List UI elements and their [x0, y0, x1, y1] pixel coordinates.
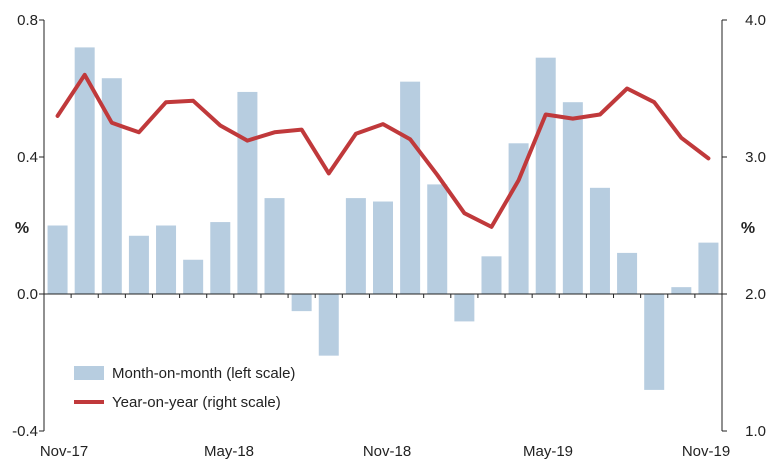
bar-jul-19 — [589, 187, 610, 294]
bar-jun-19 — [562, 102, 583, 294]
right-tick-2.0: 2.0 — [745, 286, 766, 303]
bars-layer — [47, 47, 719, 390]
bar-feb-19 — [454, 294, 475, 322]
legend-swatch-month-on-month — [74, 366, 104, 380]
right-tick-3.0: 3.0 — [745, 149, 766, 166]
bar-may-18 — [210, 222, 231, 294]
right-axis-unit-label: % — [741, 220, 755, 237]
bar-jul-18 — [264, 198, 285, 294]
legend: Month-on-month (left scale) Year-on-year… — [74, 365, 295, 411]
left-tick-0.4: 0.4 — [17, 149, 38, 166]
bar-apr-18 — [183, 259, 204, 294]
bar-mar-18 — [156, 225, 177, 294]
bar-sep-18 — [318, 294, 339, 356]
legend-label-month-on-month: Month-on-month (left scale) — [112, 365, 295, 382]
bar-dec-17 — [74, 47, 95, 295]
bar-mar-19 — [481, 256, 502, 294]
bar-jan-18 — [101, 78, 122, 294]
bar-dec-18 — [400, 81, 421, 295]
bar-feb-18 — [128, 235, 149, 294]
left-tick--0.4: -0.4 — [12, 423, 38, 440]
bar-apr-19 — [508, 143, 529, 294]
bar-aug-18 — [291, 294, 312, 312]
legend-label-year-on-year: Year-on-year (right scale) — [112, 394, 281, 411]
bar-jan-19 — [427, 184, 448, 294]
left-tick-0.0: 0.0 — [17, 286, 38, 303]
bar-nov-19 — [698, 242, 719, 294]
bar-nov-18 — [373, 201, 393, 294]
bar-oct-18 — [345, 198, 366, 294]
right-tick-1.0: 1.0 — [745, 423, 766, 440]
x-tick-nov-18: Nov-18 — [363, 443, 411, 460]
bar-sep-19 — [644, 294, 665, 390]
bar-jun-18 — [237, 91, 258, 294]
ticks-layer — [39, 19, 727, 432]
left-tick-0.8: 0.8 — [17, 12, 38, 29]
left-axis-unit-label: % — [15, 220, 29, 237]
bar-oct-19 — [671, 287, 692, 294]
bar-may-19 — [535, 57, 556, 294]
year-on-year-line — [55, 72, 711, 229]
x-tick-nov-17: Nov-17 — [40, 443, 88, 460]
bar-nov-17 — [47, 225, 68, 294]
x-tick-may-19: May-19 — [523, 443, 573, 460]
right-tick-4.0: 4.0 — [745, 12, 766, 29]
bar-aug-19 — [617, 252, 638, 294]
x-tick-may-18: May-18 — [204, 443, 254, 460]
x-tick-nov-19: Nov-19 — [682, 443, 730, 460]
